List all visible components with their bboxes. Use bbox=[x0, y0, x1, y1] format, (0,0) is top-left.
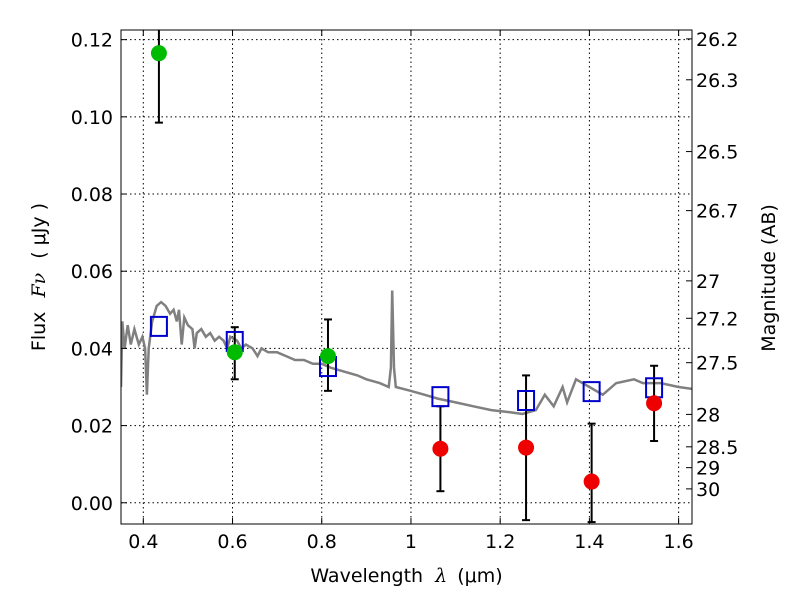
right-tick-label: 29 bbox=[696, 458, 720, 480]
plot-frame bbox=[120, 29, 693, 525]
x-axis-label: Wavelength λ (μm) bbox=[310, 565, 502, 587]
y-axis-label-unit: ( μJy ) bbox=[28, 203, 50, 259]
right-tick-label: 27 bbox=[696, 271, 720, 293]
green-data-point bbox=[226, 344, 243, 361]
right-tick-label: 26.2 bbox=[696, 29, 738, 51]
red-data-point bbox=[583, 473, 600, 490]
x-tick-label: 1.4 bbox=[574, 531, 604, 553]
x-tick-label: 0.8 bbox=[307, 531, 337, 553]
red-data-point bbox=[646, 395, 663, 412]
right-axis-label: Magnitude (AB) bbox=[758, 204, 780, 352]
y-tick-label: 0.12 bbox=[71, 30, 113, 52]
grid bbox=[121, 30, 692, 524]
x-axis-label-symbol: λ bbox=[434, 565, 447, 587]
right-tick-label: 26.7 bbox=[696, 201, 738, 223]
right-tick-label: 27.2 bbox=[696, 308, 738, 330]
red-data-point bbox=[432, 440, 449, 457]
model-square-marker bbox=[431, 386, 450, 408]
right-tick-label: 26.5 bbox=[696, 142, 738, 164]
x-tick-label: 0.6 bbox=[217, 531, 247, 553]
model-square-marker bbox=[582, 381, 601, 403]
y-tick-label: 0.04 bbox=[71, 338, 113, 360]
y-axis-label-symbol: Fν bbox=[28, 272, 50, 298]
ticks: 0.4 0.6 0.8 1 1.2 1.4 1.6 0.00 0.02 0.04 0.06 0.08 0… bbox=[71, 29, 739, 553]
x-tick-label: 1 bbox=[405, 531, 417, 553]
x-axis-label-text: Wavelength bbox=[310, 565, 423, 587]
model-square-marker bbox=[517, 390, 536, 411]
right-tick-label: 27.5 bbox=[696, 353, 738, 375]
x-tick-label: 1.6 bbox=[664, 531, 694, 553]
x-tick-label: 0.4 bbox=[128, 531, 158, 553]
green-data-point bbox=[150, 45, 167, 62]
model-square-marker bbox=[149, 315, 168, 337]
y-tick-label: 0.02 bbox=[71, 416, 113, 438]
y-axis-label-text: Flux bbox=[28, 312, 50, 352]
y-tick-label: 0.10 bbox=[71, 107, 113, 129]
template-spectrum-line bbox=[121, 290, 692, 416]
right-tick-label: 30 bbox=[696, 479, 720, 501]
right-tick-label: 26.3 bbox=[696, 70, 738, 92]
green-data-point bbox=[319, 348, 336, 365]
right-tick-label: 28.5 bbox=[696, 437, 738, 459]
y-axis-label: Flux Fν ( μJy ) bbox=[28, 203, 50, 351]
x-axis-label-unit: (μm) bbox=[457, 565, 502, 587]
series-layer bbox=[121, 30, 692, 524]
y-tick-label: 0.08 bbox=[71, 184, 113, 206]
y-tick-label: 0.06 bbox=[71, 261, 113, 283]
x-tick-label: 1.2 bbox=[485, 531, 515, 553]
y-tick-label: 0.00 bbox=[71, 493, 113, 515]
red-data-point bbox=[518, 439, 535, 456]
right-tick-label: 28 bbox=[696, 404, 720, 426]
